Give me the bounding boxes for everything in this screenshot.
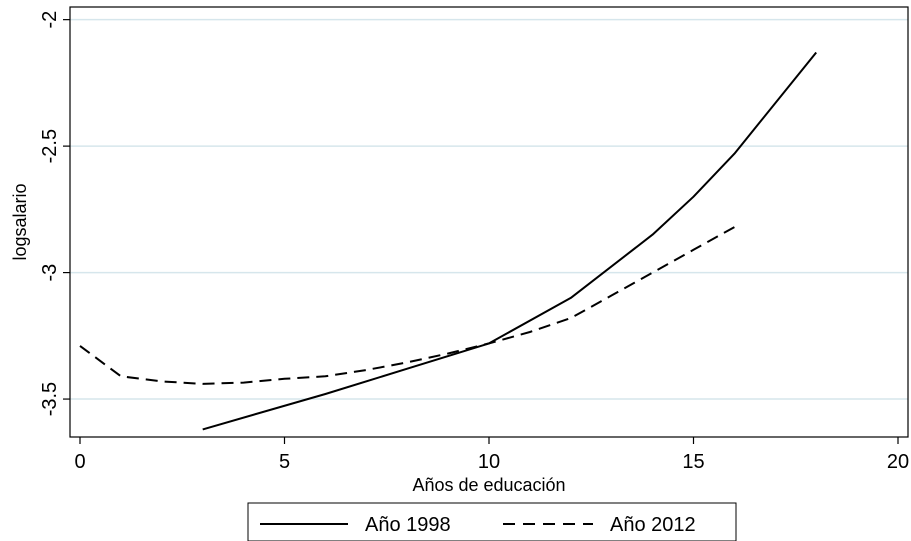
legend-label-ano-1998: Año 1998 — [365, 514, 451, 536]
y-tick-label: -2 — [39, 11, 61, 29]
series — [79, 51, 817, 431]
legend-box — [247, 502, 737, 541]
y-axis: -2 -2.5 -3 -3.5 — [39, 11, 70, 416]
y-axis-title: logsalario — [10, 183, 30, 260]
x-tick-label: 10 — [478, 451, 500, 473]
x-tick-label: 0 — [74, 451, 85, 473]
plot-area — [69, 6, 909, 438]
y-tick-label: -3 — [39, 264, 61, 282]
series-line-ano-2012 — [79, 226, 735, 385]
x-axis-title: Años de educación — [412, 475, 565, 495]
legend: Año 1998 Año 2012 — [247, 502, 737, 541]
x-tick-label: 5 — [279, 451, 290, 473]
y-tick-label: -3.5 — [39, 382, 61, 416]
x-axis: 0 5 10 15 20 — [74, 437, 909, 473]
x-tick-label: 20 — [887, 451, 909, 473]
x-tick-label: 15 — [682, 451, 704, 473]
y-tick-label: -2.5 — [39, 129, 61, 163]
series-line-ano-1998 — [202, 51, 817, 431]
legend-label-ano-2012: Año 2012 — [610, 514, 696, 536]
gridlines — [70, 18, 908, 400]
